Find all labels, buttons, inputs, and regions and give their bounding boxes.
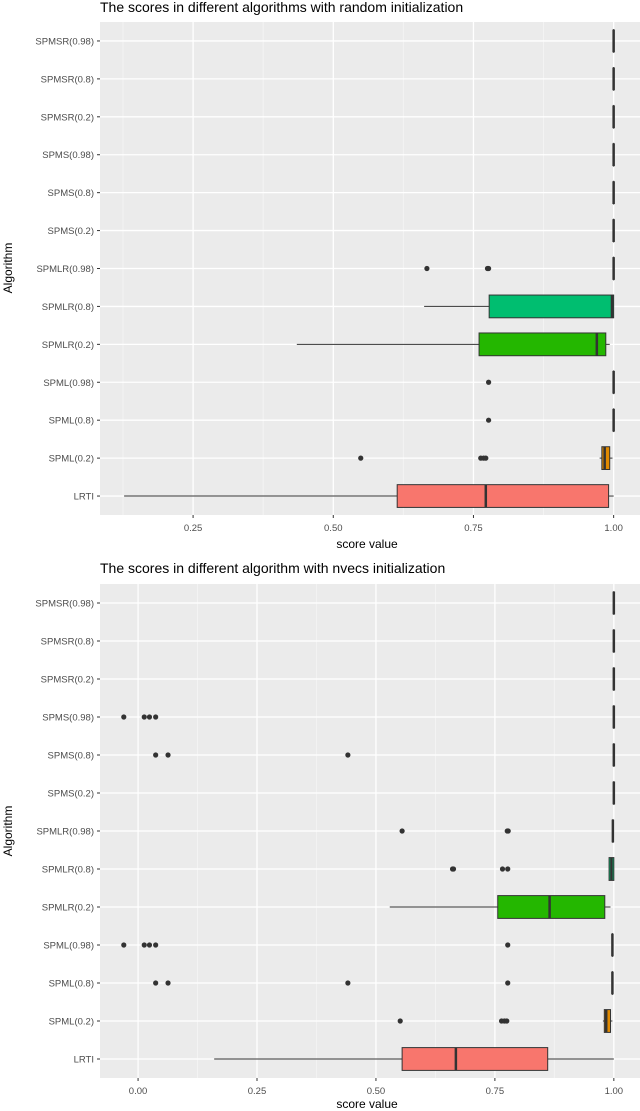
- panel-2: 0.00 0.25 0.50 0.75 1.00 SPMSR(0.98) SPMSR(0.8…: [1, 560, 640, 1111]
- box-SPML(0.8): [153, 971, 614, 995]
- x-tick-label: 0.75: [464, 523, 483, 534]
- y-tick-label: SPMLR(0.98): [36, 264, 94, 275]
- outlier-point: [505, 980, 511, 986]
- panel-1: 0.25 0.50 0.75 1.00 SPMSR(0.98) SPMSR(0.8) SPM…: [1, 0, 640, 551]
- outlier-point: [146, 714, 153, 720]
- outlier-point: [146, 942, 153, 948]
- box-SPMLR(0.98): [424, 256, 615, 281]
- box-SPML(0.98): [121, 933, 614, 957]
- y-tick-label: SPMSR(0.2): [41, 675, 94, 686]
- box-SPMS(0.98): [121, 705, 616, 729]
- x-tick-label: 0.50: [324, 523, 343, 534]
- y-tick-label: SPMS(0.2): [48, 789, 94, 800]
- box-SPMLR(0.2): [389, 895, 611, 919]
- outlier-point: [399, 828, 405, 834]
- x-tick-label: 0.25: [184, 523, 203, 534]
- outlier-point: [485, 417, 492, 423]
- y-tick-label: LRTI: [74, 1055, 94, 1066]
- y-tick-label: SPMSR(0.98): [35, 36, 94, 47]
- outlier-point: [153, 752, 159, 758]
- outlier-point: [397, 1018, 403, 1024]
- outlier-point: [505, 866, 511, 872]
- box-iqr: [478, 332, 607, 357]
- y-tick-label: SPMS(0.8): [48, 751, 94, 762]
- box-SPMS(0.8): [153, 743, 616, 767]
- y-axis-title: Algorithm: [1, 243, 15, 294]
- box-SPMLR(0.98): [399, 819, 615, 843]
- box-iqr: [396, 484, 610, 508]
- box-SPMLR(0.2): [296, 332, 610, 357]
- y-tick-label: SPMSR(0.8): [41, 637, 94, 648]
- y-tick-label: SPMS(0.98): [42, 713, 94, 724]
- y-tick-label: LRTI: [74, 492, 94, 503]
- box-iqr: [401, 1047, 549, 1071]
- y-tick-label: SPML(0.2): [49, 454, 94, 465]
- box-SPML(0.8): [485, 408, 615, 433]
- outlier-point: [121, 714, 127, 720]
- outlier-point: [141, 942, 147, 948]
- y-tick-label: SPMLR(0.2): [42, 340, 94, 351]
- outlier-point: [505, 828, 511, 834]
- outlier-point: [345, 752, 351, 758]
- x-tick-label: 0.50: [367, 1086, 386, 1097]
- outlier-point: [504, 1018, 510, 1024]
- outlier-point: [450, 866, 457, 872]
- y-tick-label: SPMLR(0.98): [36, 827, 94, 838]
- x-tick-label: 0.25: [248, 1086, 267, 1097]
- chart-title: The scores in different algorithm with n…: [100, 560, 445, 576]
- y-tick-label: SPML(0.98): [43, 941, 94, 952]
- outlier-point: [499, 866, 506, 872]
- y-tick-label: SPML(0.98): [43, 378, 94, 389]
- y-tick-label: SPML(0.8): [49, 416, 94, 427]
- outlier-point: [424, 265, 430, 272]
- y-tick-label: SPML(0.8): [49, 979, 94, 990]
- outlier-point: [165, 980, 171, 986]
- box-LRTI: [214, 1047, 614, 1071]
- x-axis-title: score value: [336, 1097, 398, 1111]
- y-tick-label: SPMSR(0.98): [35, 599, 94, 610]
- box-SPML(0.98): [485, 370, 615, 395]
- outlier-point: [483, 455, 489, 461]
- outlier-point: [153, 714, 159, 720]
- outlier-point: [505, 942, 511, 948]
- x-tick-label: 1.00: [604, 523, 623, 534]
- outlier-point: [485, 379, 492, 385]
- x-tick-label: 0.75: [486, 1086, 505, 1097]
- box-SPMLR(0.8): [424, 294, 615, 319]
- y-tick-label: SPML(0.2): [49, 1017, 94, 1028]
- box-SPMLR(0.8): [449, 857, 615, 881]
- y-tick-label: SPMLR(0.2): [42, 903, 94, 914]
- y-tick-label: SPMLR(0.8): [42, 302, 94, 313]
- y-tick-label: SPMS(0.98): [42, 150, 94, 161]
- outlier-point: [485, 265, 492, 272]
- outlier-point: [121, 942, 127, 948]
- y-tick-label: SPMS(0.2): [48, 226, 94, 237]
- chart-title: The scores in different algorithms with …: [100, 0, 463, 15]
- y-axis-title: Algorithm: [1, 806, 15, 857]
- y-tick-label: SPMSR(0.8): [41, 74, 94, 85]
- box-SPML(0.2): [397, 1009, 613, 1033]
- outlier-point: [153, 980, 159, 986]
- box-LRTI: [124, 484, 614, 508]
- outlier-point: [358, 455, 364, 461]
- outlier-point: [165, 752, 171, 758]
- x-tick-label: 1.00: [605, 1086, 624, 1097]
- outlier-point: [153, 942, 159, 948]
- y-tick-label: SPMLR(0.8): [42, 865, 94, 876]
- y-tick-label: SPMSR(0.2): [41, 112, 94, 123]
- box-SPML(0.2): [358, 446, 613, 470]
- x-tick-label: 0.00: [129, 1086, 148, 1097]
- outlier-point: [345, 980, 351, 986]
- box-iqr: [488, 294, 615, 319]
- y-tick-label: SPMS(0.8): [48, 188, 94, 199]
- box-iqr: [497, 895, 606, 919]
- x-axis-title: score value: [336, 537, 398, 551]
- outlier-point: [141, 714, 147, 720]
